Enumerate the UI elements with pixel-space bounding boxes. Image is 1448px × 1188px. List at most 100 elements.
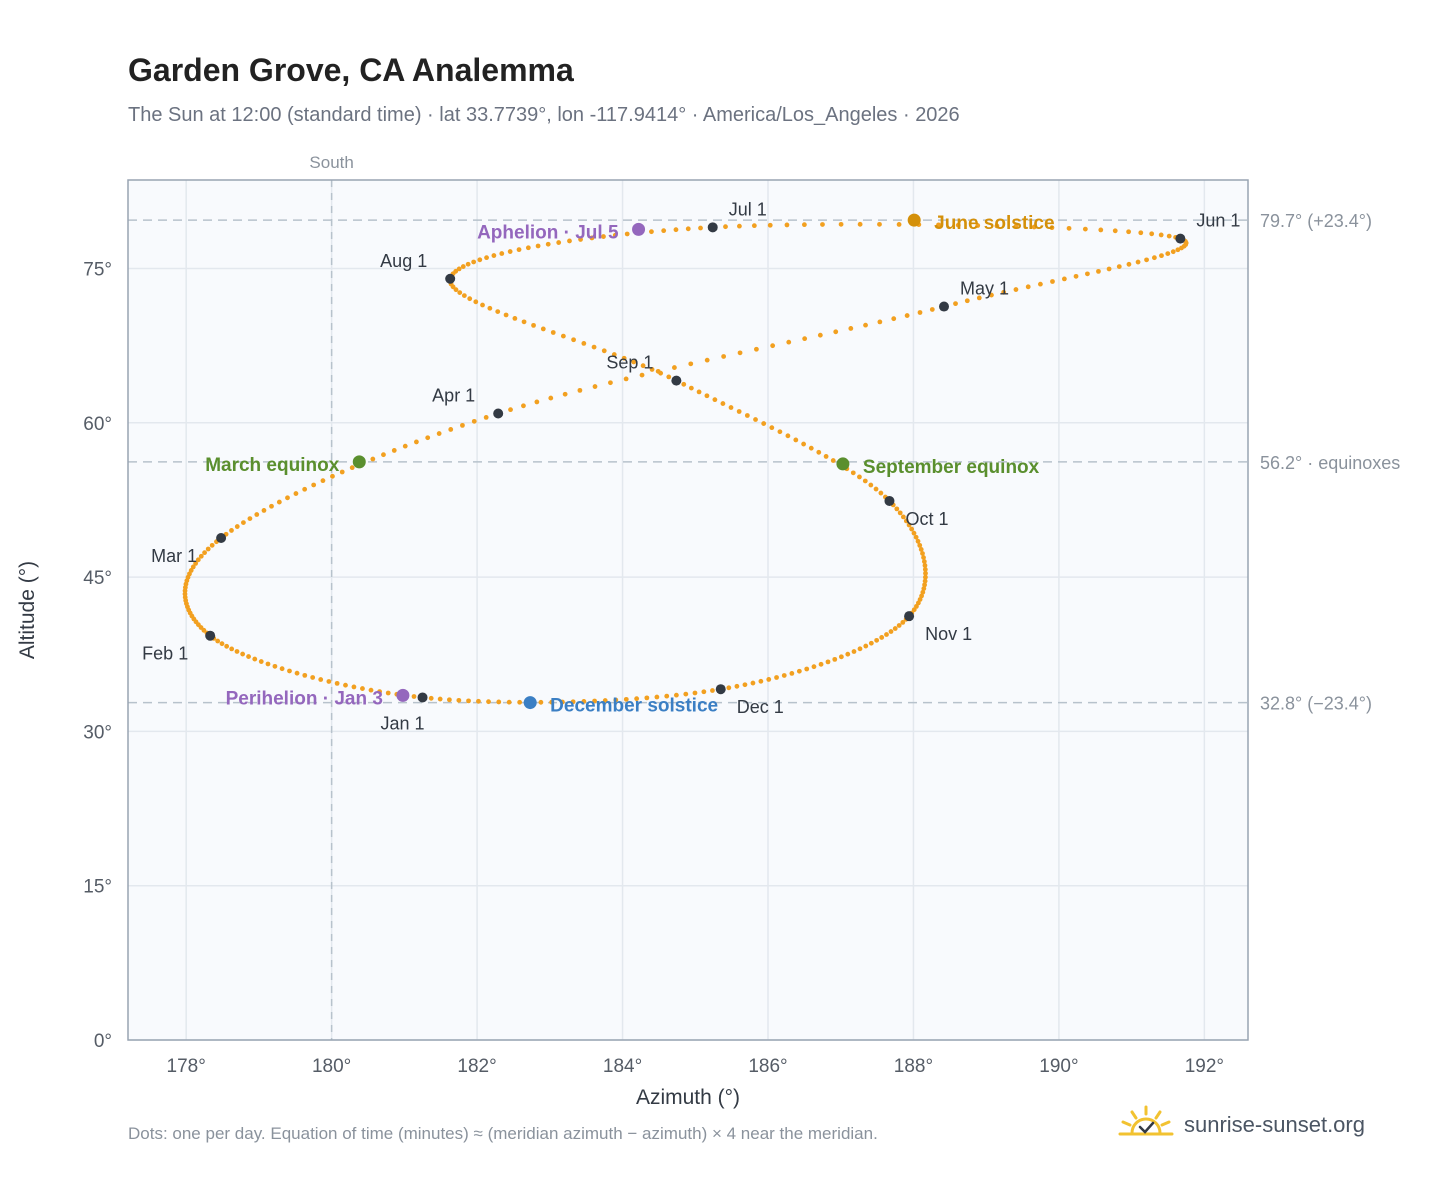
daily-dot [1050, 279, 1055, 284]
daily-dot [884, 632, 889, 637]
event-label: Aphelion · Jul 5 [477, 222, 619, 243]
daily-dot [673, 227, 679, 233]
daily-dot [391, 448, 397, 453]
footnote: Dots: one per day. Equation of time (min… [128, 1124, 878, 1143]
daily-dot [681, 381, 687, 387]
event-marker [632, 222, 646, 236]
daily-dot [1151, 255, 1157, 261]
daily-dot [955, 222, 961, 228]
daily-dot [581, 341, 587, 346]
event-label: September equinox [863, 457, 1040, 478]
daily-dot [777, 429, 783, 435]
daily-dot [848, 326, 854, 331]
daily-dot [224, 643, 230, 649]
daily-dot [734, 683, 740, 689]
daily-dot [195, 557, 201, 563]
event-marker [836, 457, 850, 471]
daily-dot [1165, 251, 1171, 257]
daily-dot [873, 486, 879, 492]
daily-dot [922, 582, 927, 588]
month-label: Dec 1 [737, 697, 784, 717]
daily-dot [1013, 287, 1019, 292]
daily-dot [234, 649, 240, 654]
daily-dot [219, 641, 225, 647]
daily-dot [1170, 249, 1176, 255]
daily-dot [913, 534, 919, 540]
daily-dot [909, 526, 915, 532]
daily-dot [624, 231, 630, 237]
daily-dot [311, 482, 317, 488]
daily-dot [688, 385, 694, 391]
month-label: Oct 1 [905, 509, 948, 529]
daily-dot [602, 698, 608, 703]
daily-dot [503, 312, 509, 318]
daily-dot [247, 516, 253, 521]
daily-dot [276, 499, 282, 505]
brand[interactable]: sunrise-sunset.org [1118, 1100, 1365, 1150]
daily-dot [1085, 271, 1090, 277]
x-tick-label: 180° [312, 1056, 351, 1077]
daily-dot [751, 223, 757, 229]
daily-dot [685, 226, 691, 232]
daily-dot [436, 431, 442, 436]
daily-dot [857, 474, 862, 480]
month-marker [707, 222, 718, 233]
daily-dot [484, 255, 489, 261]
daily-dot [915, 538, 921, 544]
daily-dot [385, 690, 391, 696]
daily-dot [761, 421, 767, 426]
daily-dot [621, 355, 627, 361]
daily-dot [425, 435, 431, 441]
daily-dot [205, 546, 211, 552]
daily-dot [688, 361, 694, 367]
daily-dot [483, 415, 489, 420]
daily-dot [601, 234, 606, 239]
event-marker [352, 455, 366, 469]
x-tick-label: 190° [1039, 1056, 1078, 1077]
daily-dot [634, 696, 640, 702]
daily-dot [562, 391, 568, 397]
month-label: Nov 1 [925, 624, 972, 644]
daily-dot [737, 223, 742, 229]
month-marker [205, 630, 216, 641]
daily-dot [1098, 227, 1104, 233]
daily-dot [920, 589, 926, 595]
daily-dot [994, 223, 1000, 229]
daily-dot [723, 224, 728, 230]
daily-dot [1112, 228, 1118, 234]
daily-dot [320, 478, 326, 484]
daily-dot [816, 449, 822, 455]
x-tick-label: 186° [748, 1056, 787, 1077]
daily-dot [631, 359, 637, 365]
daily-dot [666, 374, 672, 380]
daily-dot [302, 672, 308, 678]
daily-dot [857, 221, 863, 227]
daily-dot [868, 482, 874, 488]
daily-dot [754, 346, 759, 352]
reference-line-label: 32.8° (−23.4°) [1260, 694, 1372, 714]
daily-dot [818, 661, 824, 667]
daily-dot [789, 670, 795, 676]
daily-dot [360, 686, 365, 691]
month-marker [939, 301, 949, 312]
daily-dot [801, 441, 807, 447]
daily-dot [623, 696, 629, 702]
daily-dot [862, 478, 868, 484]
daily-dot [833, 329, 839, 335]
month-marker [1175, 233, 1186, 244]
daily-dot [692, 690, 698, 696]
daily-dot [252, 656, 258, 662]
daily-dot [850, 470, 856, 476]
daily-dot [326, 679, 332, 684]
month-label: Sep 1 [606, 353, 653, 373]
y-tick-label: 15° [83, 877, 112, 898]
daily-dot [437, 696, 443, 702]
daily-dot [900, 620, 906, 625]
daily-dot [272, 663, 278, 669]
daily-dot [1061, 276, 1067, 282]
month-marker [216, 532, 227, 543]
daily-dot [721, 354, 727, 359]
daily-dot [1038, 281, 1043, 287]
daily-dot [188, 568, 194, 573]
